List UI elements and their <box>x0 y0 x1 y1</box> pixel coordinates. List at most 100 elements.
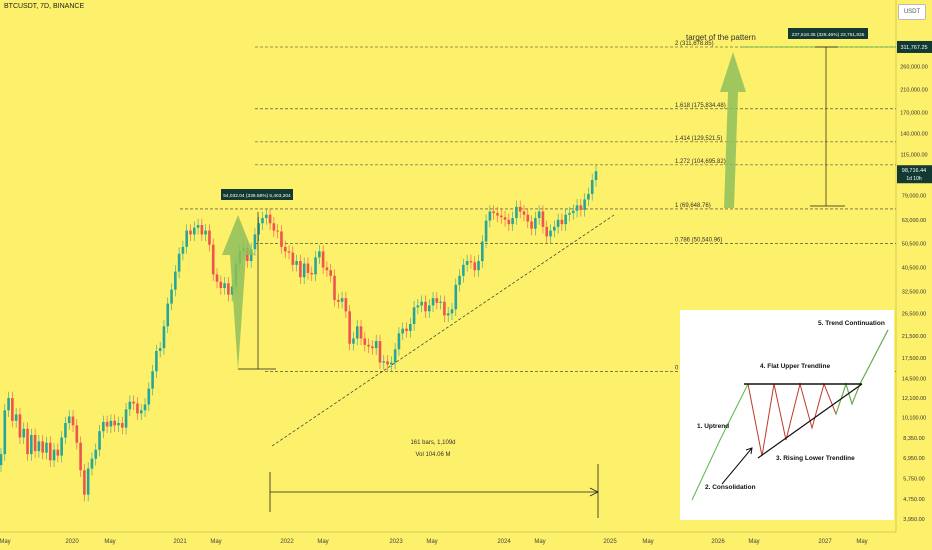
left-up-arrow <box>222 215 254 370</box>
fib-level-label: 1.618 (175,834.48) <box>675 103 726 109</box>
candle-body <box>3 410 7 455</box>
price-tag-box <box>897 40 932 53</box>
candle-body <box>484 220 488 242</box>
candle-body <box>219 281 223 289</box>
x-tick-label: May <box>317 539 328 545</box>
candle-body <box>67 416 71 424</box>
x-tick-label: 2022 <box>280 539 294 545</box>
candle-body <box>556 219 560 227</box>
candle-body <box>431 298 435 306</box>
candle-body <box>155 350 158 372</box>
candle-body <box>253 234 257 250</box>
candle-body <box>465 261 469 265</box>
candle-body <box>170 289 173 304</box>
candle-body <box>109 420 113 427</box>
candle-body <box>18 414 22 438</box>
candle-body <box>192 227 196 235</box>
x-tick-label: May <box>104 539 115 545</box>
candle-body <box>511 218 514 225</box>
candle-body <box>75 425 79 443</box>
candle-body <box>98 431 101 450</box>
y-tick-label: 210,000.00 <box>900 88 928 94</box>
target-text: target of the pattern <box>686 33 756 42</box>
y-tick-label: 5,750.00 <box>903 476 924 482</box>
candle-body <box>223 283 226 289</box>
y-tick-label: 10,100.00 <box>902 416 926 422</box>
fib-level-label: 1 (69,648.76) <box>675 203 711 209</box>
candle-body <box>60 437 63 456</box>
candle-body <box>405 328 408 332</box>
candle-body <box>454 284 458 310</box>
x-tick-label: 2024 <box>497 539 511 545</box>
candle-body <box>185 230 189 247</box>
candle-body <box>427 305 431 312</box>
y-tick-label: 311,767.25 <box>900 45 927 51</box>
candle-body <box>162 326 166 349</box>
candle-body <box>79 442 82 471</box>
candle-body <box>0 454 3 466</box>
candle-body <box>541 211 545 227</box>
candle-body <box>469 261 473 263</box>
candle-body <box>568 213 571 215</box>
candle-body <box>174 271 177 290</box>
y-tick-label: 170,000.00 <box>900 110 928 116</box>
y-tick-label: 17,500.00 <box>902 356 926 362</box>
y-tick-label: 14,500.00 <box>902 376 926 382</box>
candle-body <box>340 298 344 302</box>
x-tick-label: 2025 <box>603 539 617 545</box>
candle-body <box>314 257 317 275</box>
candle-body <box>113 420 116 426</box>
candle-body <box>386 361 389 365</box>
inset-continuation <box>835 329 889 415</box>
fib-level-label: 2 (311,678.85) <box>675 41 714 47</box>
candle-body <box>477 261 480 271</box>
candle-body <box>136 403 139 414</box>
candle-body <box>102 421 105 432</box>
candle-body <box>299 261 302 278</box>
inset-label-continuation: 5. Trend Continuation <box>818 320 885 327</box>
currency-button[interactable]: USDT <box>898 4 926 20</box>
candle-body <box>458 275 461 285</box>
x-tick-label: May <box>426 539 437 545</box>
candle-body <box>355 326 359 339</box>
current-price-box <box>897 165 932 184</box>
candle-body <box>124 409 128 428</box>
y-tick-label: 26,500.00 <box>902 311 926 317</box>
candle-body <box>196 225 200 228</box>
candle-body <box>64 423 67 438</box>
candle-body <box>367 344 370 347</box>
inset-panel <box>680 310 894 520</box>
y-tick-label: 140,000.00 <box>900 131 928 137</box>
inset-rising-lower-line <box>757 383 863 459</box>
candle-body <box>48 442 52 461</box>
candle-body <box>560 219 564 225</box>
candle-body <box>412 307 416 325</box>
fib-level-label: 0 <box>675 365 679 371</box>
candle-body <box>94 449 98 459</box>
candle-body <box>352 338 355 344</box>
candle-body <box>158 348 162 351</box>
candle-body <box>272 223 276 231</box>
candle-body <box>462 264 465 276</box>
candle-body <box>473 262 477 271</box>
candle-body <box>33 434 37 452</box>
candle-body <box>587 193 590 200</box>
range-vol-label: Vol 104.06 M <box>415 452 450 458</box>
range-bars-label: 161 bars, 1,109d <box>410 440 455 446</box>
inset-label-rising-lower: 3. Rising Lower Trendline <box>776 455 855 462</box>
candle-body <box>507 219 511 225</box>
candle-body <box>128 401 132 410</box>
candle-body <box>200 225 204 235</box>
candle-body <box>257 223 261 235</box>
candle-body <box>348 311 351 344</box>
candle-body <box>526 214 530 222</box>
y-tick-label: 12,100.00 <box>902 396 926 402</box>
candle-body <box>230 286 234 295</box>
symbol-title: BTCUSDT, 7D, BINANCE <box>4 3 85 10</box>
x-tick-label: May <box>856 539 867 545</box>
candle-body <box>378 341 382 363</box>
candle-body <box>571 210 575 214</box>
candle-body <box>117 423 120 426</box>
candle-body <box>105 421 109 427</box>
